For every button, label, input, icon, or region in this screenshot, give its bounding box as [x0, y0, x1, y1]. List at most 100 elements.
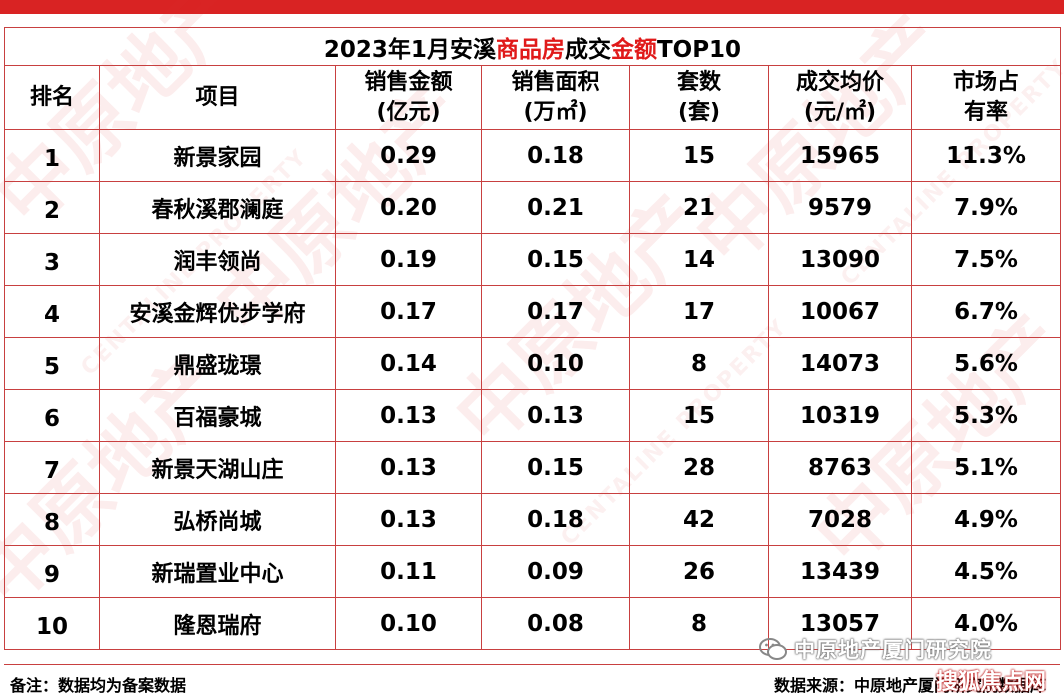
- cell-area: 0.13: [481, 389, 630, 442]
- cell-units: 8: [629, 337, 769, 390]
- cell-rank: 9: [4, 545, 100, 598]
- cell-project: 新景天湖山庄: [99, 441, 336, 494]
- cell-rank: 8: [4, 493, 100, 546]
- table-row: 3 润丰领尚 0.19 0.15 14 13090 7.5%: [4, 233, 1061, 286]
- top-red-bar: [0, 0, 1064, 14]
- cell-market-share: 6.7%: [911, 285, 1061, 338]
- top10-table: 2023年1月安溪商品房成交金额TOP10 排名 项目 销售金额 (亿元) 销售面…: [4, 27, 1061, 650]
- cell-amount: 0.19: [335, 233, 482, 286]
- cell-rank: 10: [4, 597, 100, 650]
- cell-units: 21: [629, 181, 769, 234]
- footer-note: 备注：数据均为备案数据: [10, 676, 187, 695]
- cell-amount: 0.14: [335, 337, 482, 390]
- header-amount: 销售金额 (亿元): [335, 65, 482, 130]
- cell-project: 安溪金辉优步学府: [99, 285, 336, 338]
- cell-units: 28: [629, 441, 769, 494]
- cell-units: 42: [629, 493, 769, 546]
- header-market-share: 市场占 有率: [911, 65, 1061, 130]
- table-row: 10 隆恩瑞府 0.10 0.08 8 13057 4.0%: [4, 597, 1061, 650]
- header-project: 项目: [99, 65, 336, 130]
- cell-rank: 7: [4, 441, 100, 494]
- cell-area: 0.15: [481, 441, 630, 494]
- cell-project: 弘桥尚城: [99, 493, 336, 546]
- title-part2: 成交: [564, 36, 611, 63]
- wechat-icon: [759, 638, 787, 660]
- table-row: 5 鼎盛珑璟 0.14 0.10 8 14073 5.6%: [4, 337, 1061, 390]
- cell-avg-price: 13057: [768, 597, 912, 650]
- cell-rank: 2: [4, 181, 100, 234]
- table-row: 1 新景家园 0.29 0.18 15 15965 11.3%: [4, 129, 1061, 182]
- cell-project: 新瑞置业中心: [99, 545, 336, 598]
- cell-area: 0.18: [481, 493, 630, 546]
- cell-area: 0.18: [481, 129, 630, 182]
- cell-project: 隆恩瑞府: [99, 597, 336, 650]
- cell-avg-price: 7028: [768, 493, 912, 546]
- title-part1: 2023年1月安溪: [323, 36, 496, 63]
- cell-avg-price: 10067: [768, 285, 912, 338]
- cell-avg-price: 15965: [768, 129, 912, 182]
- cell-amount: 0.20: [335, 181, 482, 234]
- cell-area: 0.08: [481, 597, 630, 650]
- cell-amount: 0.13: [335, 441, 482, 494]
- cell-area: 0.15: [481, 233, 630, 286]
- cell-units: 14: [629, 233, 769, 286]
- site-watermark: 搜狐焦点网: [936, 670, 1047, 695]
- cell-market-share: 7.9%: [911, 181, 1061, 234]
- header-row: 排名 项目 销售金额 (亿元) 销售面积 (万㎡) 套数 (套) 成交均价 (元/㎡) …: [4, 65, 1061, 130]
- cell-area: 0.09: [481, 545, 630, 598]
- cell-units: 17: [629, 285, 769, 338]
- cell-project: 鼎盛珑璟: [99, 337, 336, 390]
- cell-project: 润丰领尚: [99, 233, 336, 286]
- cell-avg-price: 14073: [768, 337, 912, 390]
- cell-amount: 0.17: [335, 285, 482, 338]
- cell-market-share: 4.9%: [911, 493, 1061, 546]
- cell-area: 0.21: [481, 181, 630, 234]
- cell-rank: 1: [4, 129, 100, 182]
- cell-area: 0.17: [481, 285, 630, 338]
- header-area: 销售面积 (万㎡): [481, 65, 630, 130]
- title-highlight2: 金额: [610, 36, 657, 63]
- table-row: 4 安溪金辉优步学府 0.17 0.17 17 10067 6.7%: [4, 285, 1061, 338]
- table-row: 7 新景天湖山庄 0.13 0.15 28 8763 5.1%: [4, 441, 1061, 494]
- cell-rank: 3: [4, 233, 100, 286]
- cell-rank: 4: [4, 285, 100, 338]
- wechat-badge-text: 中原地产厦门研究院: [794, 638, 992, 662]
- cell-avg-price: 10319: [768, 389, 912, 442]
- table-row: 9 新瑞置业中心 0.11 0.09 26 13439 4.5%: [4, 545, 1061, 598]
- header-units: 套数 (套): [629, 65, 769, 130]
- cell-market-share: 4.0%: [911, 597, 1061, 650]
- cell-market-share: 5.3%: [911, 389, 1061, 442]
- cell-market-share: 11.3%: [911, 129, 1061, 182]
- cell-project: 百福豪城: [99, 389, 336, 442]
- cell-rank: 6: [4, 389, 100, 442]
- header-rank: 排名: [4, 65, 100, 130]
- footer-divider: [4, 664, 1060, 665]
- cell-amount: 0.13: [335, 389, 482, 442]
- cell-units: 26: [629, 545, 769, 598]
- cell-market-share: 7.5%: [911, 233, 1061, 286]
- cell-avg-price: 9579: [768, 181, 912, 234]
- cell-avg-price: 8763: [768, 441, 912, 494]
- title-highlight1: 商品房: [495, 36, 565, 63]
- footer-source: 数据来源：中原地产厦门研究院数据库: [773, 676, 1046, 695]
- title-part3: TOP10: [656, 36, 742, 63]
- cell-rank: 5: [4, 337, 100, 390]
- table-row: 8 弘桥尚城 0.13 0.18 42 7028 4.9%: [4, 493, 1061, 546]
- cell-amount: 0.10: [335, 597, 482, 650]
- cell-market-share: 5.1%: [911, 441, 1061, 494]
- cell-market-share: 5.6%: [911, 337, 1061, 390]
- cell-units: 8: [629, 597, 769, 650]
- cell-amount: 0.11: [335, 545, 482, 598]
- cell-avg-price: 13090: [768, 233, 912, 286]
- table-title: 2023年1月安溪商品房成交金额TOP10: [4, 27, 1061, 66]
- header-avg-price: 成交均价 (元/㎡): [768, 65, 912, 130]
- cell-units: 15: [629, 129, 769, 182]
- cell-units: 15: [629, 389, 769, 442]
- cell-project: 新景家园: [99, 129, 336, 182]
- cell-amount: 0.13: [335, 493, 482, 546]
- cell-avg-price: 13439: [768, 545, 912, 598]
- table-row: 2 春秋溪郡澜庭 0.20 0.21 21 9579 7.9%: [4, 181, 1061, 234]
- cell-market-share: 4.5%: [911, 545, 1061, 598]
- cell-project: 春秋溪郡澜庭: [99, 181, 336, 234]
- table-row: 6 百福豪城 0.13 0.13 15 10319 5.3%: [4, 389, 1061, 442]
